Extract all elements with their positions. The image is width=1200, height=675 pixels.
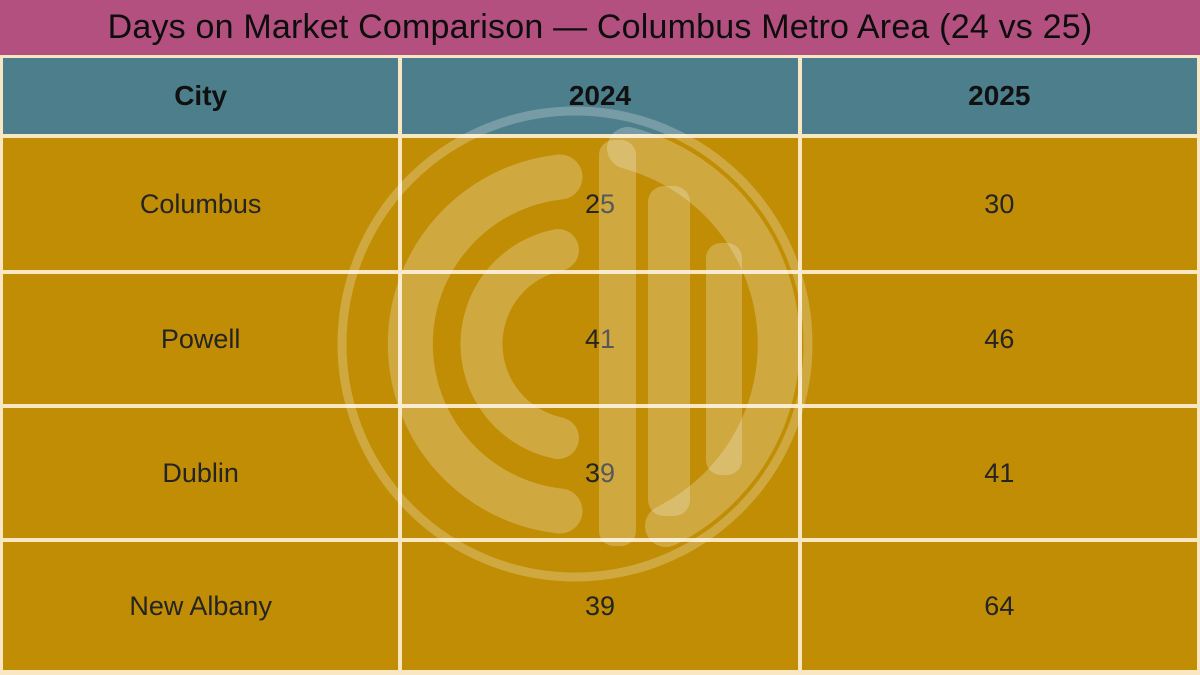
column-header-2025: 2025 — [801, 58, 1197, 134]
cell-new-albany-2025: 64 — [801, 542, 1197, 670]
cell-dublin-city: Dublin — [3, 408, 399, 538]
cell-columbus-city: Columbus — [3, 138, 399, 270]
cell-dublin-2025: 41 — [801, 408, 1197, 538]
page-title: Days on Market Comparison — Columbus Met… — [107, 8, 1093, 46]
cell-new-albany-city: New Albany — [3, 542, 399, 670]
cell-columbus-2024: 25 — [402, 138, 798, 270]
comparison-table: City 2024 2025 Columbus 25 30 Powell 41 … — [0, 55, 1200, 675]
cell-columbus-2025: 30 — [801, 138, 1197, 270]
title-bar: Days on Market Comparison — Columbus Met… — [0, 0, 1200, 55]
cell-powell-2024: 41 — [402, 274, 798, 404]
table-grid: City 2024 2025 Columbus 25 30 Powell 41 … — [3, 58, 1197, 670]
cell-new-albany-2024: 39 — [402, 542, 798, 670]
cell-powell-2025: 46 — [801, 274, 1197, 404]
cell-dublin-2024: 39 — [402, 408, 798, 538]
column-header-2024: 2024 — [402, 58, 798, 134]
cell-powell-city: Powell — [3, 274, 399, 404]
column-header-city: City — [3, 58, 399, 134]
